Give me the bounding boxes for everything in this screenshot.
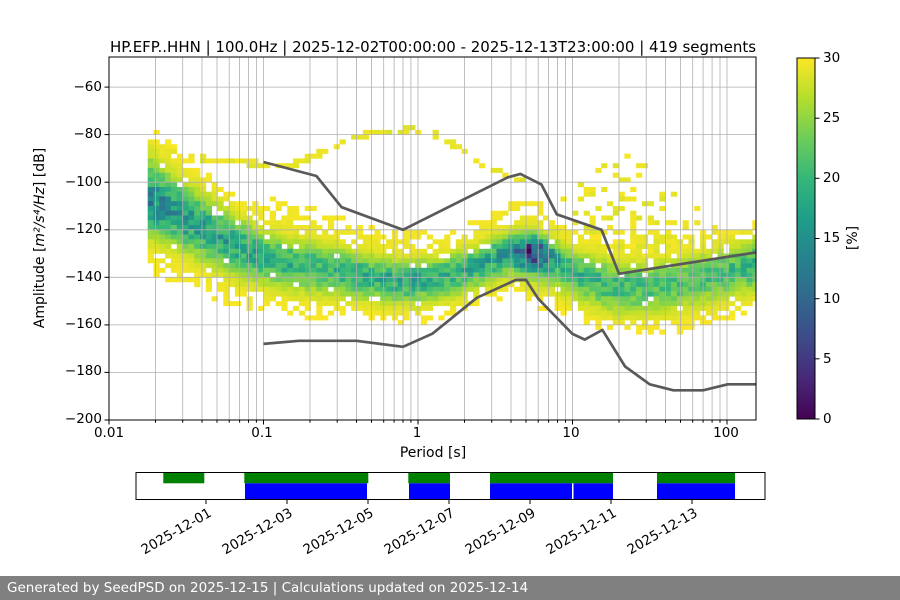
- availability-bar: [135, 472, 766, 504]
- noise-model-lines: [263, 160, 756, 392]
- availability-green-segment: [244, 472, 369, 484]
- availability-green-segment: [408, 472, 450, 484]
- y-axis-label: Amplitude [m²/s⁴/Hz] [dB]: [32, 148, 48, 328]
- y-tick-label: −100: [64, 174, 102, 190]
- availability-blue-segment: [573, 483, 613, 500]
- availability-green-segment: [657, 472, 735, 484]
- availability-green-segment: [163, 472, 205, 484]
- footer-text: Generated by SeedPSD on 2025-12-15 | Cal…: [7, 580, 529, 596]
- y-tick-label: −140: [64, 269, 102, 285]
- colorbar-tick-label: 10: [823, 291, 841, 307]
- nhnm-line: [263, 160, 756, 276]
- axes-frame: [104, 56, 757, 425]
- grid-lines: [109, 57, 756, 420]
- y-tick-label: −180: [64, 363, 102, 379]
- nlnm-line: [263, 278, 756, 392]
- colorbar-tick-label: 25: [823, 110, 841, 126]
- y-axis-label-math: m²/s⁴/Hz: [32, 187, 48, 247]
- availability-green-segment: [490, 472, 613, 484]
- plot-title: HP.EFP..HHN | 100.0Hz | 2025-12-02T00:00…: [109, 38, 757, 56]
- y-tick-label: −60: [73, 79, 103, 95]
- colorbar-label: [%]: [845, 225, 861, 251]
- x-tick-label: 1: [412, 425, 422, 441]
- availability-blue-segment: [490, 483, 572, 500]
- colorbar-tick-label: 15: [823, 230, 841, 246]
- y-tick-label: −80: [73, 126, 103, 142]
- x-tick-label: 10: [562, 425, 580, 441]
- y-tick-label: −200: [64, 411, 102, 427]
- availability-blue-segment: [245, 483, 367, 500]
- y-tick-label: −120: [64, 221, 102, 237]
- ppsd-plot-canvas: [104, 56, 820, 504]
- colorbar-tick-label: 20: [823, 170, 841, 186]
- ppsd-heatmap: [147, 125, 756, 335]
- footer-bar: Generated by SeedPSD on 2025-12-15 | Cal…: [0, 576, 900, 600]
- colorbar-tick-label: 0: [823, 411, 832, 427]
- y-axis-label-suffix: ] [dB]: [32, 147, 48, 188]
- availability-blue-segment: [657, 483, 735, 500]
- y-tick-label: −160: [64, 316, 102, 332]
- x-tick-label: 0.1: [251, 425, 273, 441]
- x-tick-label: 0.01: [93, 425, 125, 441]
- colorbar-tick-label: 5: [823, 351, 832, 367]
- y-axis-label-prefix: Amplitude [: [32, 246, 48, 329]
- colorbar: [796, 57, 820, 420]
- x-axis-label: Period [s]: [399, 445, 467, 461]
- colorbar-tick-label: 30: [823, 50, 841, 66]
- availability-blue-segment: [409, 483, 450, 500]
- x-tick-label: 100: [713, 425, 739, 441]
